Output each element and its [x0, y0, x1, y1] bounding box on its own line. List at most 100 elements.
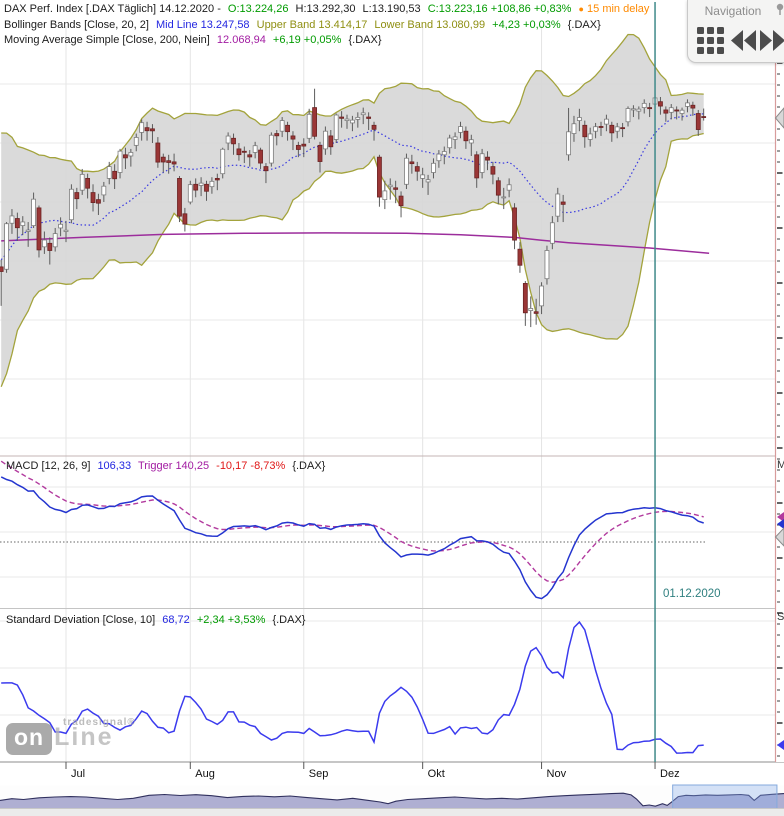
- x-axis-label-aug: Aug: [195, 768, 215, 780]
- macd-pane-title: MACD [12, 26, 9] 106,33 Trigger 140,25 -…: [6, 460, 325, 472]
- candle: [160, 156, 166, 163]
- candle: [393, 187, 399, 190]
- candle: [47, 242, 53, 251]
- candle: [641, 102, 647, 108]
- candle: [377, 156, 382, 198]
- candle: [539, 285, 544, 307]
- horizontal-scrollbar[interactable]: [0, 808, 784, 816]
- navigator-selection[interactable]: [673, 785, 777, 808]
- candle: [571, 123, 577, 134]
- sma-symbol: {.DAX}: [348, 34, 382, 46]
- rewind-icon[interactable]: [730, 30, 757, 51]
- candle: [658, 101, 663, 107]
- bollinger-change: +4,23 +0,03%: [492, 18, 561, 31]
- candle: [479, 153, 485, 173]
- candle: [41, 239, 47, 248]
- fast-forward-icon[interactable]: [759, 30, 784, 51]
- candle: [382, 190, 388, 201]
- candle: [306, 113, 312, 139]
- delay-indicator-dot: ●: [578, 4, 584, 14]
- candle: [279, 120, 285, 132]
- candle: [647, 107, 653, 110]
- candle: [263, 166, 269, 172]
- candle: [182, 213, 188, 225]
- marker-date-label: 01.12.2020: [663, 588, 721, 600]
- stddev-line: [1, 620, 704, 754]
- candle: [117, 150, 123, 173]
- candle: [312, 107, 317, 137]
- bollinger-mid-line: [0, 113, 704, 261]
- candle: [274, 133, 280, 137]
- legend-line-sma: Moving Average Simple [Close, 200, Nein]…: [4, 33, 653, 49]
- bollinger-symbol: {.DAX}: [567, 18, 601, 31]
- quote-open: O:13.224,26: [227, 3, 289, 15]
- watermark-on-logo: on: [6, 723, 53, 755]
- candle: [0, 266, 4, 272]
- bollinger-lower-line: [0, 132, 704, 387]
- candle: [139, 122, 145, 133]
- x-axis-label-jul: Jul: [71, 768, 86, 780]
- candle: [144, 127, 150, 132]
- candle: [512, 207, 517, 241]
- axis-collapse-handle: [774, 527, 784, 547]
- candle: [463, 130, 469, 142]
- candle: [679, 109, 685, 114]
- candle: [663, 109, 669, 114]
- candle: [344, 118, 350, 121]
- candle: [166, 160, 172, 163]
- candle: [252, 145, 258, 153]
- candle: [155, 142, 161, 163]
- stddev-value-pointer: [777, 740, 784, 750]
- bollinger-title: Bollinger Bands [Close, 20, 2]: [4, 18, 149, 31]
- candle: [528, 308, 534, 311]
- candle: [171, 161, 177, 165]
- candle: [690, 104, 696, 109]
- candle: [79, 173, 85, 191]
- macd-symbol: {.DAX}: [292, 460, 326, 472]
- candle: [241, 150, 247, 153]
- candle: [150, 128, 155, 132]
- candle: [458, 126, 463, 133]
- candle: [468, 139, 474, 144]
- candle: [668, 107, 674, 113]
- candle: [452, 136, 458, 140]
- candle: [301, 143, 307, 147]
- candle: [355, 116, 361, 120]
- candle: [517, 248, 523, 266]
- stddev-symbol: {.DAX}: [272, 614, 306, 626]
- watermark-brand-small: tradesignal®: [63, 717, 136, 728]
- grid-icon[interactable]: [697, 27, 724, 54]
- candle: [290, 135, 296, 140]
- macd-trigger-pointer: [777, 512, 784, 522]
- stddev-title: Standard Deviation [Close, 10]: [6, 614, 156, 626]
- bollinger-lower-value: Lower Band 13.080,99: [374, 18, 486, 31]
- candle: [106, 166, 112, 179]
- candle: [14, 218, 20, 229]
- candle: [485, 156, 490, 161]
- candle: [31, 198, 36, 226]
- candle: [333, 114, 339, 140]
- pin-icon[interactable]: [776, 3, 784, 16]
- quote-high: H:13.292,30: [295, 3, 356, 15]
- price-axis-bg: [775, 0, 784, 762]
- legend-line-bollinger: Bollinger Bands [Close, 20, 2] Mid Line …: [4, 18, 653, 34]
- macd-change: -10,17 -8,73%: [216, 460, 286, 472]
- candle: [128, 152, 134, 157]
- watermark-line-logo: Line: [54, 723, 114, 751]
- candle: [322, 130, 328, 150]
- price-axis[interactable]: [775, 0, 784, 762]
- candle: [636, 108, 642, 112]
- candle: [295, 144, 301, 150]
- candle: [414, 166, 420, 172]
- price-pane: [0, 33, 710, 387]
- stddev-value: 68,72: [162, 614, 190, 626]
- instrument-title: DAX Perf. Index [.DAX Täglich] 14.12.202…: [4, 3, 221, 15]
- navigation-panel: Navigation: [687, 0, 784, 63]
- candle: [285, 124, 290, 133]
- candle: [133, 137, 139, 146]
- candle: [495, 180, 501, 196]
- candle: [436, 153, 442, 162]
- navigator[interactable]: [0, 785, 784, 808]
